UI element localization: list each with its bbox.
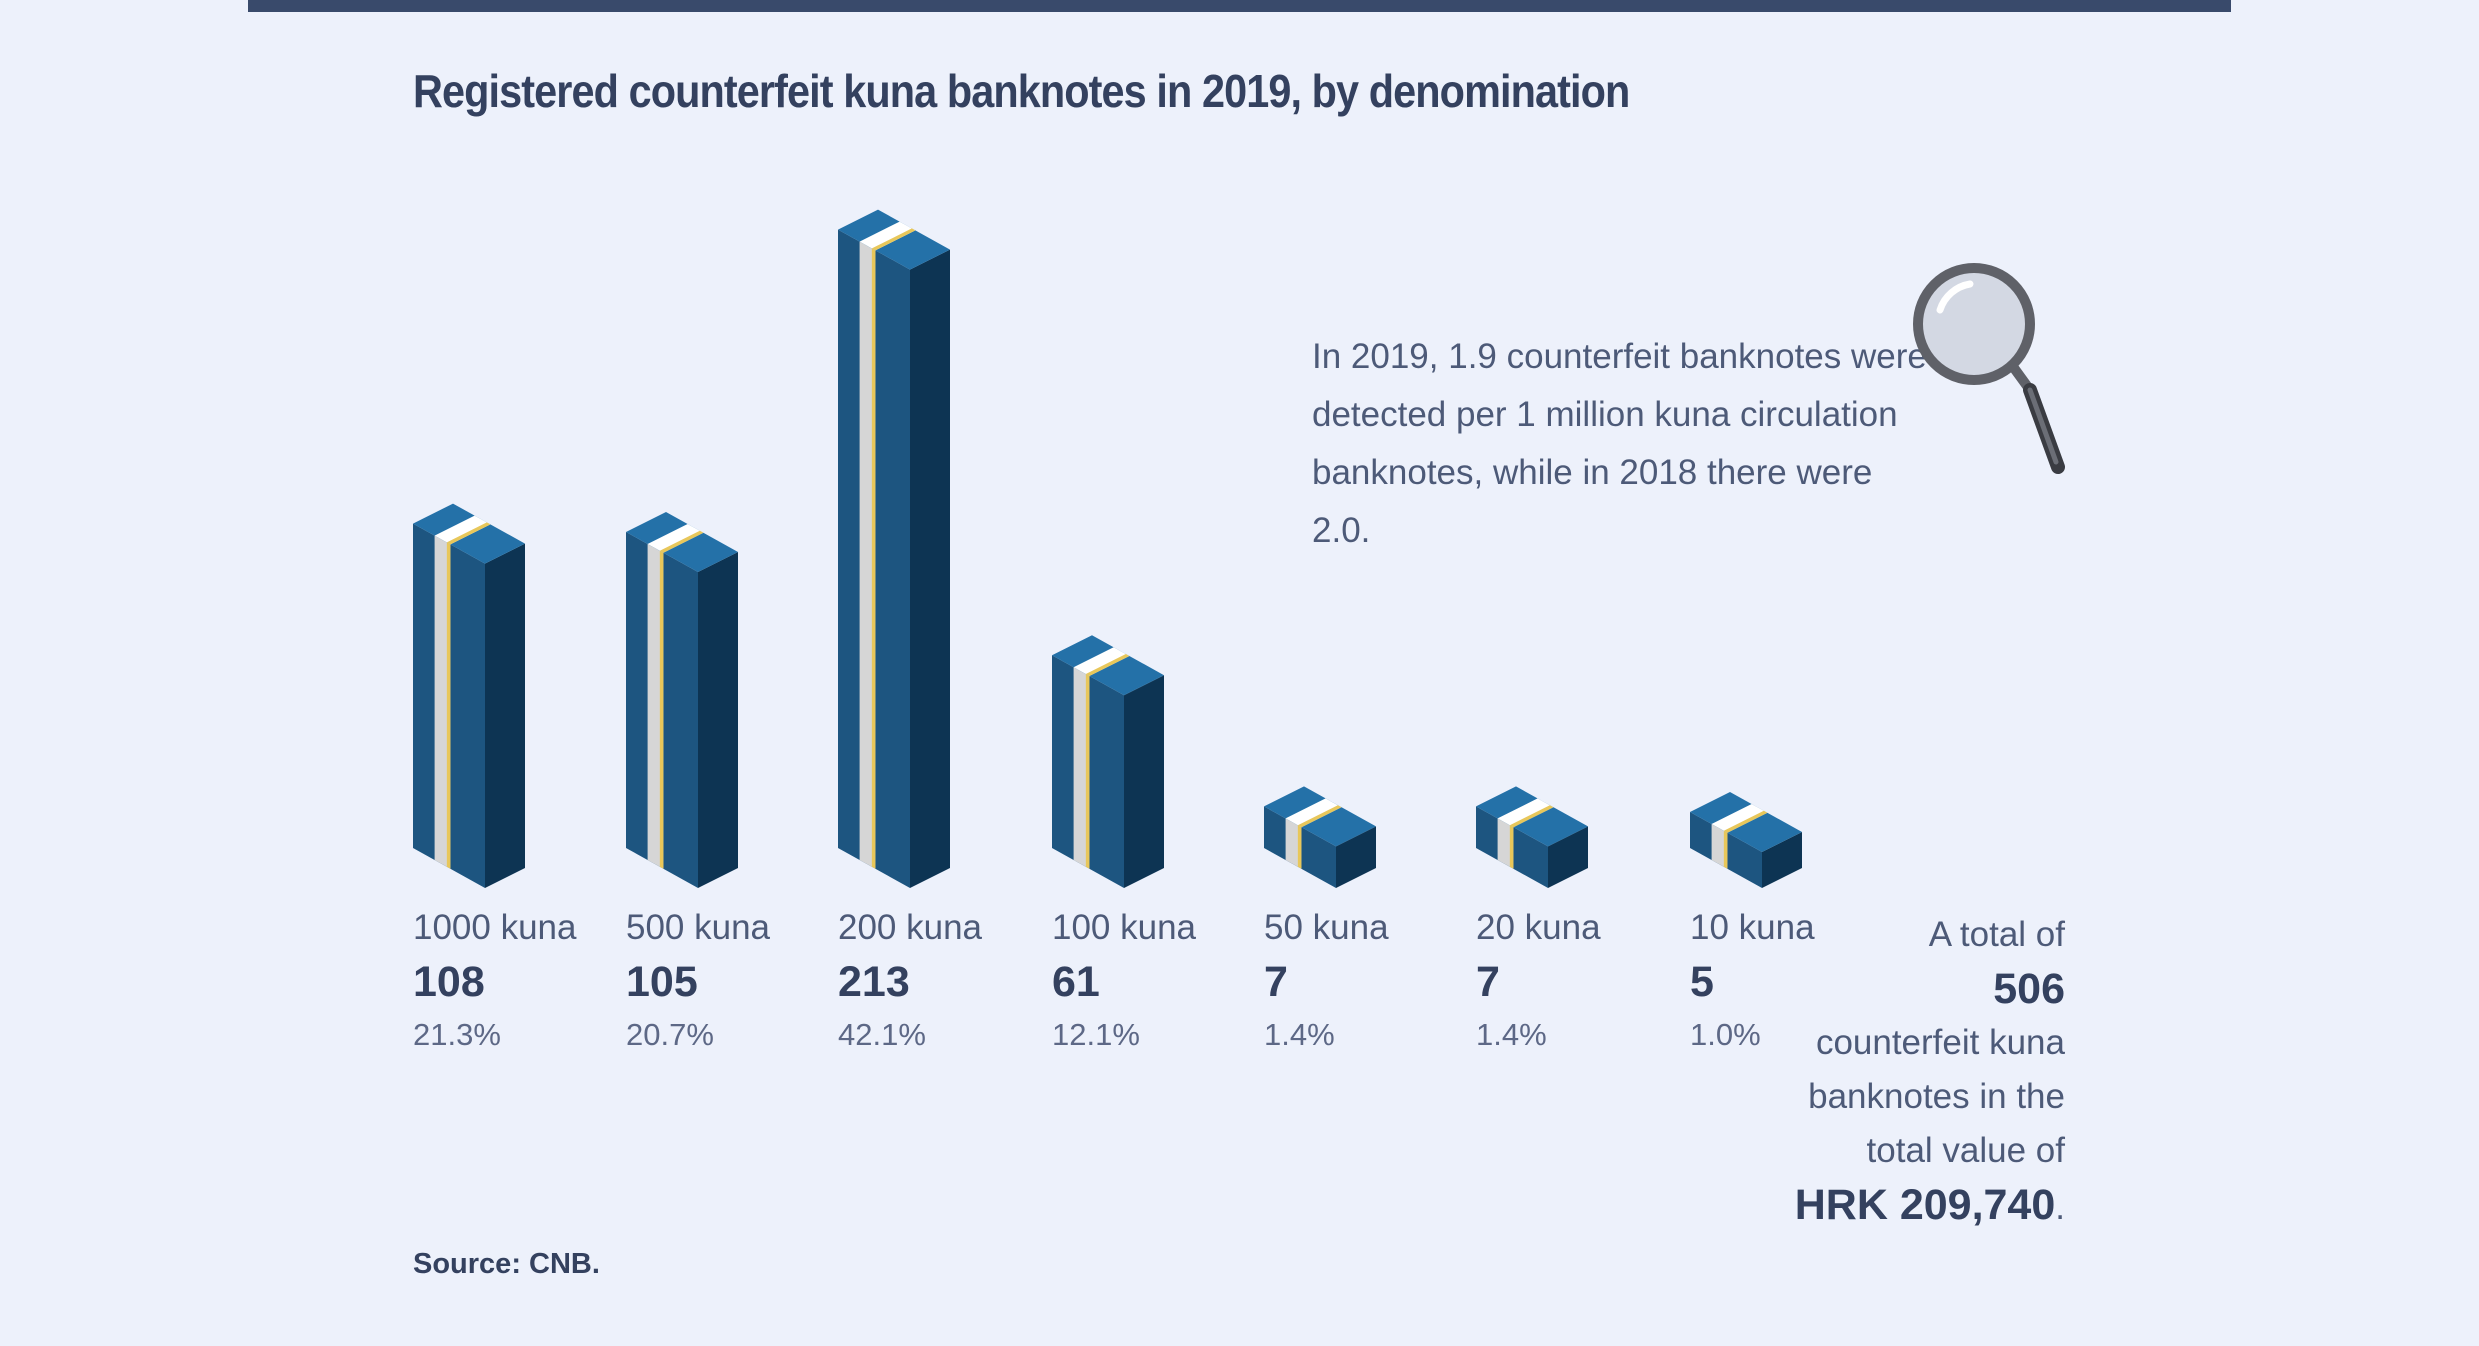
- stack-band-top-stripe: [659, 530, 704, 553]
- category-label: 500 kuna: [626, 908, 771, 947]
- stack-side-face: [1762, 832, 1802, 888]
- stack-band-top: [1497, 798, 1554, 828]
- total-suffix: .: [2055, 1188, 2065, 1227]
- stack-band-top: [1285, 798, 1342, 828]
- stack-band-stripe: [1723, 830, 1728, 869]
- category-column: 100 kuna 61 12.1%: [1052, 908, 1262, 1053]
- info-note: In 2019, 1.9 counterfeit banknotes were …: [1312, 337, 1927, 550]
- banknote-stack-10-kuna: [1690, 792, 1802, 888]
- stack-band-top-stripe: [871, 228, 916, 251]
- category-label: 1000 kuna: [413, 908, 577, 947]
- count-label: 108: [413, 958, 485, 1006]
- stack-band-front: [1285, 818, 1302, 869]
- stack-band-front: [434, 535, 451, 869]
- banknote-stack-200-kuna: [838, 209, 950, 889]
- stack-band-top: [859, 221, 916, 251]
- stack-band-stripe: [1297, 825, 1302, 869]
- total-summary: A total of 506 counterfeit kuna banknote…: [1745, 908, 2065, 1235]
- stack-band-top-stripe: [1297, 805, 1342, 828]
- source-note: Source: CNB.: [413, 1248, 600, 1280]
- stack-band-stripe: [446, 542, 451, 869]
- stack-band-stripe: [1085, 674, 1090, 869]
- stack-band-front: [1073, 667, 1090, 869]
- category-column: 50 kuna 7 1.4%: [1264, 908, 1474, 1053]
- percentage-label: 1.4%: [1476, 1017, 1547, 1052]
- total-value: HRK 209,740: [1794, 1181, 2056, 1229]
- stack-side-face: [1548, 826, 1588, 888]
- stack-band-stripe: [1509, 825, 1514, 869]
- stack-band-top-stripe: [446, 522, 491, 545]
- magnifying-glass-icon: [1913, 263, 2065, 474]
- percentage-label: 1.4%: [1264, 1017, 1335, 1052]
- chart-title: Registered counterfeit kuna banknotes in…: [413, 65, 1630, 117]
- count-label: 5: [1690, 958, 1714, 1006]
- stack-band-top-stripe: [1085, 654, 1130, 676]
- count-label: 7: [1264, 958, 1288, 1006]
- banknote-stack-500-kuna: [626, 512, 738, 888]
- stack-band-top-stripe: [1723, 810, 1768, 833]
- category-label: 10 kuna: [1690, 908, 1815, 947]
- stack-side-face: [698, 552, 738, 888]
- category-label: 200 kuna: [838, 908, 983, 947]
- banknote-stack-20-kuna: [1476, 786, 1588, 888]
- category-column: 10 kuna 5 1.0%: [1690, 908, 1900, 1053]
- category-column: 20 kuna 7 1.4%: [1476, 908, 1686, 1053]
- stack-band-stripe: [871, 248, 876, 869]
- category-column: 1000 kuna 108 21.3%: [413, 908, 623, 1053]
- banknote-stack-100-kuna: [1052, 635, 1164, 888]
- category-label: 100 kuna: [1052, 908, 1197, 947]
- top-bar: [248, 0, 2231, 12]
- total-middle: counterfeit kuna banknotes in the total …: [1808, 1023, 2065, 1170]
- stack-band-front: [859, 241, 876, 869]
- category-label: 50 kuna: [1264, 908, 1389, 947]
- count-label: 61: [1052, 958, 1100, 1006]
- stack-band-top: [434, 515, 491, 545]
- banknote-stack-50-kuna: [1264, 786, 1376, 888]
- category-column: 200 kuna 213 42.1%: [838, 908, 1048, 1053]
- percentage-label: 20.7%: [626, 1017, 714, 1052]
- category-label: 20 kuna: [1476, 908, 1601, 947]
- stack-band-front: [1711, 824, 1728, 869]
- count-label: 105: [626, 958, 698, 1006]
- stack-band-top-stripe: [1509, 805, 1554, 828]
- stack-band-stripe: [659, 550, 664, 869]
- category-column: 500 kuna 105 20.7%: [626, 908, 836, 1053]
- stack-band-front: [1497, 818, 1514, 869]
- percentage-label: 42.1%: [838, 1017, 926, 1052]
- stack-side-face: [1124, 675, 1164, 888]
- stack-side-face: [910, 249, 950, 889]
- count-label: 213: [838, 958, 910, 1006]
- stack-side-face: [485, 543, 525, 888]
- total-prefix: A total of: [1928, 915, 2065, 954]
- percentage-label: 12.1%: [1052, 1017, 1140, 1052]
- percentage-label: 21.3%: [413, 1017, 501, 1052]
- count-label: 7: [1476, 958, 1500, 1006]
- stack-band-top: [1073, 647, 1130, 676]
- total-count: 506: [1993, 965, 2065, 1013]
- stack-band-top: [1711, 804, 1768, 833]
- banknote-stack-1000-kuna: [413, 503, 525, 888]
- percentage-label: 1.0%: [1690, 1017, 1761, 1052]
- stack-band-top: [647, 524, 704, 553]
- stack-side-face: [1336, 826, 1376, 888]
- stack-band-front: [647, 544, 664, 869]
